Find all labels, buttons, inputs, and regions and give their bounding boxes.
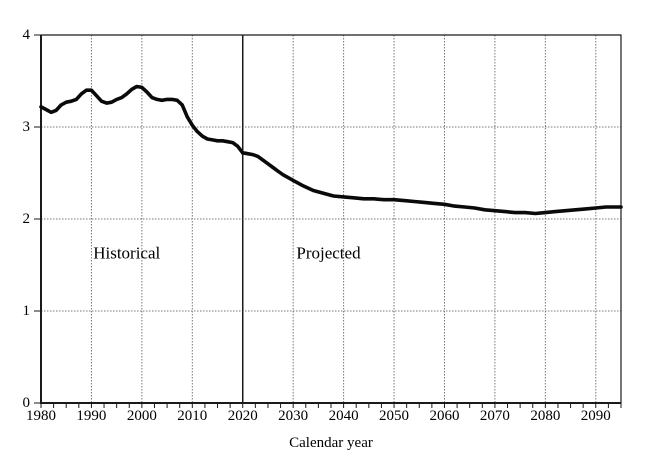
x-tick-label: 2050 <box>379 408 409 424</box>
x-tick-label: 1980 <box>26 408 56 424</box>
x-tick-label: 2060 <box>429 408 459 424</box>
series-projected-curve <box>240 151 623 216</box>
y-tick-label: 1 <box>23 303 31 319</box>
x-tick-label: 2040 <box>329 408 359 424</box>
series-historical-curve <box>39 84 245 155</box>
plot-border <box>41 34 622 403</box>
y-tick-label: 4 <box>23 27 31 43</box>
x-tick-label: 2020 <box>228 408 258 424</box>
x-tick-label: 2070 <box>480 408 510 424</box>
x-tick-label: 2090 <box>581 408 611 424</box>
projected-zone-label: Projected <box>296 244 361 263</box>
y-tick-label: 2 <box>23 211 31 227</box>
historical-zone-label: Historical <box>93 244 160 263</box>
y-tick-label: 3 <box>23 119 31 135</box>
x-tick-label: 2080 <box>530 408 560 424</box>
x-axis-title: Calendar year <box>289 435 373 451</box>
x-tick-label: 2010 <box>177 408 207 424</box>
axes: 1980 1990 2000 2010 2020 2030 2040 2050 2060 2070… <box>23 27 622 424</box>
y-tick-label: 0 <box>23 395 31 411</box>
gridlines <box>41 35 621 403</box>
x-tick-label: 2030 <box>278 408 308 424</box>
x-tick-label: 2000 <box>127 408 157 424</box>
x-tick-label: 1990 <box>76 408 106 424</box>
data-series <box>39 84 623 216</box>
